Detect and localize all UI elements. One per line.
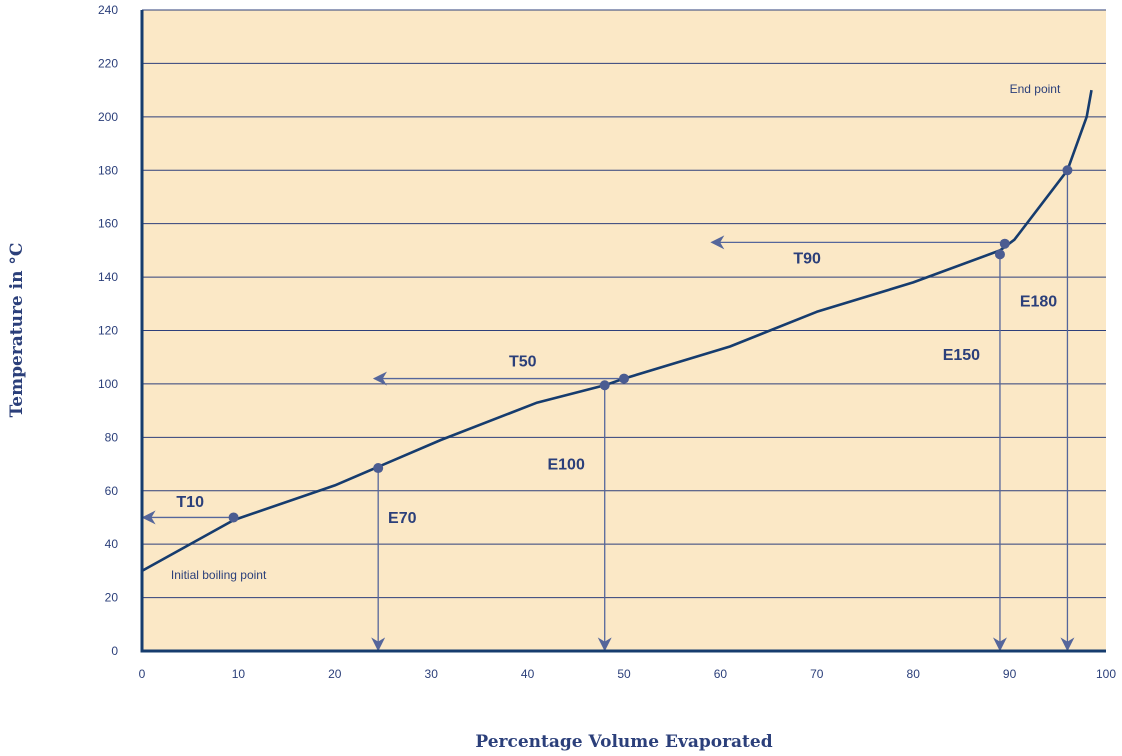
t50-label: T50	[509, 354, 537, 371]
e180-label: E180	[1020, 293, 1057, 310]
x-tick-label-60: 60	[714, 667, 728, 681]
x-axis-title: Percentage Volume Evaporated	[475, 732, 772, 752]
distillation-curve-line	[141, 89, 1093, 573]
x-tick-label-20: 20	[328, 667, 342, 681]
data-marker-4	[619, 373, 629, 384]
data-marker-7	[1062, 165, 1073, 176]
x-tick-label-30: 30	[425, 667, 439, 681]
y-tick-label-120: 120	[98, 324, 118, 338]
x-tick-label-50: 50	[617, 667, 631, 681]
x-tick-label-0: 0	[139, 667, 146, 681]
data-marker-1	[228, 512, 239, 523]
x-tick-label-90: 90	[1003, 667, 1017, 681]
initial-boiling-point-label: Initial boiling point	[171, 568, 267, 582]
y-tick-label-180: 180	[98, 163, 118, 177]
e70-label: E70	[388, 510, 417, 527]
e150-label: E150	[943, 347, 980, 364]
x-tick-label-70: 70	[810, 667, 824, 681]
end-point-label: End point	[1010, 82, 1061, 96]
y-tick-label-200: 200	[98, 110, 118, 124]
y-tick-label-100: 100	[98, 377, 118, 391]
data-marker-3	[599, 380, 610, 391]
x-tick-label-100: 100	[1096, 667, 1116, 681]
reading-arrows	[141, 170, 1075, 652]
t90-label: T90	[793, 251, 821, 268]
tick-labels: 0 20 40 60 80 100 120 140 160 180 200 220 240 0 10 20 30…	[98, 3, 1116, 681]
y-tick-label-60: 60	[105, 484, 119, 498]
y-tick-label-220: 220	[98, 56, 118, 70]
y-tick-label-0: 0	[111, 644, 118, 658]
data-marker-5	[994, 249, 1005, 260]
x-tick-label-10: 10	[232, 667, 246, 681]
e100-label: E100	[547, 456, 584, 473]
y-tick-label-40: 40	[105, 537, 119, 551]
y-tick-label-20: 20	[105, 591, 119, 605]
data-marker-6	[999, 238, 1010, 249]
t10-label: T10	[176, 494, 204, 511]
y-axis-title: Temperature in °C	[7, 243, 27, 418]
y-tick-label-240: 240	[98, 3, 118, 17]
data-marker-2	[373, 463, 384, 474]
y-tick-label-140: 140	[98, 270, 118, 284]
data-markers	[228, 165, 1073, 523]
grid-lines	[142, 9, 1106, 599]
x-tick-label-80: 80	[907, 667, 921, 681]
x-tick-label-40: 40	[521, 667, 535, 681]
y-tick-label-80: 80	[105, 430, 119, 444]
y-tick-label-160: 160	[98, 217, 118, 231]
annotations: T10 T50 T90 E70 E100 E150 E180 Initial boiling …	[171, 82, 1061, 582]
